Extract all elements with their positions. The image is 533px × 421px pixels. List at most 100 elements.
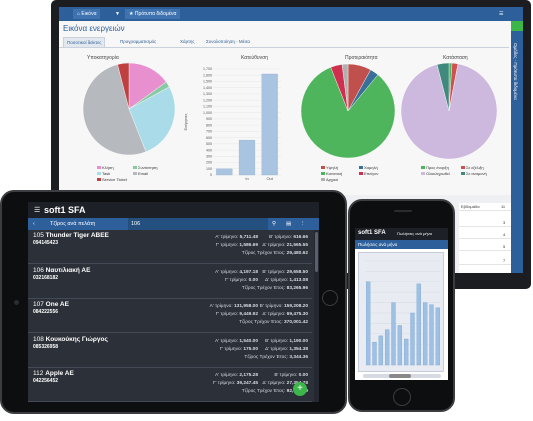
- legend-item[interactable]: Service Ticket: [97, 177, 127, 182]
- month-bar-4[interactable]: [391, 302, 396, 366]
- month-bar-6[interactable]: [404, 338, 409, 366]
- y-tick-label: 0: [210, 173, 212, 177]
- panel-title-direction: Κατεύθυνση: [241, 55, 268, 61]
- customer-name: Thunder Tiger ABEE: [45, 232, 109, 239]
- q3-value: 1,586.69: [239, 243, 258, 248]
- customer-phone: 094145423: [33, 240, 59, 246]
- scrollbar-thumb[interactable]: [315, 232, 318, 272]
- q1-field: Α' τρίμηνο: 1,540.00: [215, 338, 258, 344]
- legend-item[interactable]: Προς έναρξη: [421, 165, 449, 170]
- search-icon[interactable]: ⚲: [272, 221, 277, 227]
- status-pie-slice-3[interactable]: [436, 62, 450, 112]
- search-field[interactable]: 106: [128, 218, 268, 230]
- customer-phone: 042256452: [33, 378, 59, 384]
- add-button[interactable]: +: [293, 382, 307, 396]
- customer-code: 106: [33, 266, 44, 274]
- scrollbar-thumb[interactable]: [389, 374, 411, 378]
- q2-field: Β' τρίμηνο: 1,190.00: [265, 338, 308, 344]
- q3-field: Γ' τρίμηνο: 39,247.45: [212, 381, 258, 386]
- direction-bar-0[interactable]: [216, 168, 233, 176]
- q4-label: Δ' τρίμηνο: [265, 277, 287, 283]
- legend-item[interactable]: Χαμηλή: [359, 165, 378, 170]
- status-pie-slice-2[interactable]: [400, 63, 498, 160]
- legend-item[interactable]: Αρχικό: [321, 177, 338, 182]
- subcategory-pie-slice-2[interactable]: [128, 86, 176, 153]
- q4-label: Δ' τρίμηνο: [262, 243, 284, 248]
- customer-row[interactable]: 112 Apple AE 042256452 Α' τρίμηνο: 2,175.2…: [28, 368, 312, 402]
- customer-row[interactable]: 108 Κουκούκης Γιώργος 085326958 Α' τρίμηνο…: [28, 334, 312, 368]
- legend-item[interactable]: Σε εξέλιξη: [461, 165, 484, 170]
- month-bar-5[interactable]: [397, 325, 402, 366]
- tab-aggregation[interactable]: Συνολοποίηση - Μέσα: [206, 39, 250, 44]
- month-bar-3[interactable]: [385, 329, 390, 366]
- monthly-sales-chart: [365, 260, 441, 366]
- phone-screen: soft1 SFA Πωλήσεις ανά μήνα Πωλήσεις ανά…: [355, 228, 448, 380]
- dashboard-tab[interactable]: ★ Πρότυπα διδομένα: [125, 9, 181, 19]
- legend-item[interactable]: Email: [133, 171, 148, 176]
- legend-label: Email: [138, 171, 149, 176]
- legend-item[interactable]: Κλήση: [97, 165, 114, 170]
- legend-item[interactable]: Ολοκληρωθεί: [421, 171, 450, 176]
- subcategory-pie-slice-3[interactable]: [82, 64, 147, 156]
- year-total-label: Τζίρος Τρέχον Έτος: [241, 251, 284, 256]
- subcategory-pie-slice-4[interactable]: [117, 62, 130, 110]
- side-panel-toggle[interactable]: [511, 21, 523, 31]
- y-tick-label: 500: [206, 142, 212, 146]
- month-bar-1[interactable]: [372, 341, 377, 366]
- month-bar-11[interactable]: [435, 307, 440, 366]
- legend-item[interactable]: Συνάντηση: [133, 165, 157, 170]
- q3-value: 9,449.92: [239, 312, 258, 317]
- mini-table-cell: 4: [503, 232, 506, 237]
- back-icon[interactable]: ‹: [33, 221, 35, 227]
- q4-field: Δ' τρίμηνο: 69,475.30: [262, 312, 308, 317]
- list-scrollbar[interactable]: [314, 230, 319, 402]
- customer-row[interactable]: 106 Ναυτιλιακή ΑΕ 032168182 Α' τρίμηνο: 4,…: [28, 265, 312, 299]
- legend-item[interactable]: Υψηλή: [321, 165, 338, 170]
- month-bar-8[interactable]: [416, 283, 421, 366]
- q3-field: Γ' τρίμηνο: 0.00: [224, 277, 258, 283]
- legend-item[interactable]: Task: [97, 171, 110, 176]
- customer-row[interactable]: 105 Thunder Tiger ABEE 094145423 Α' τρίμην…: [28, 230, 312, 264]
- tab-kpi[interactable]: Ποσοτικοί δείκτες: [63, 37, 106, 47]
- filter-icon[interactable]: ▼: [115, 11, 120, 17]
- customer-code: 105: [33, 232, 44, 239]
- customer-title: 112 Apple AE: [33, 370, 74, 377]
- tab-planning[interactable]: Προγραμματισμός: [120, 39, 157, 44]
- tab-map[interactable]: Χάρτης: [180, 39, 195, 44]
- tablet-home-button[interactable]: [322, 290, 338, 306]
- month-bar-7[interactable]: [410, 312, 415, 366]
- legend-swatch: [97, 166, 101, 170]
- customer-row[interactable]: 107 One AE 084222556 Α' τρίμηνο: 131,958.0…: [28, 299, 312, 333]
- hamburger-icon[interactable]: ☰: [34, 207, 41, 214]
- month-bar-9[interactable]: [423, 302, 428, 366]
- legend-swatch: [321, 166, 325, 170]
- q1-label: Α' τρίμηνο: [215, 235, 237, 240]
- q1-label: Α' τρίμηνο: [215, 269, 237, 275]
- q2-field: Β' τρίμηνο: 29,658.50: [262, 269, 308, 275]
- direction-bar-1[interactable]: [238, 139, 256, 176]
- q4-field: Δ' τρίμηνο: 1,413.08: [265, 277, 308, 283]
- legend-item[interactable]: Κανονική: [321, 171, 342, 176]
- more-icon[interactable]: ⋮: [300, 221, 306, 227]
- priority-pie-slice-4[interactable]: [341, 63, 349, 112]
- chart-scrollbar[interactable]: [363, 374, 441, 378]
- month-bar-2[interactable]: [378, 335, 383, 366]
- menu-icon[interactable]: ☰: [499, 11, 504, 17]
- legend-priority: Υψηλή Χαμηλή Κανονική Επείγον Αρχικό: [321, 165, 411, 191]
- phone-nav-bar: Πωλήσεις ανά μήνα: [355, 240, 448, 249]
- legend-item[interactable]: Επείγον: [359, 171, 378, 176]
- legend-item[interactable]: Σε αναμονή: [461, 171, 487, 176]
- month-bar-10[interactable]: [429, 304, 434, 366]
- q1-label: Α' τρίμηνο: [215, 338, 237, 344]
- direction-bar-2[interactable]: [261, 73, 278, 176]
- q2-label: Β' τρίμηνο: [269, 235, 291, 240]
- mini-table-header-value: 11: [501, 204, 506, 209]
- right-side-panel[interactable]: Ομάδες - Πρότυπα διδομένα: [511, 21, 523, 273]
- y-tick-label: 1,400: [203, 86, 212, 90]
- home-tab[interactable]: ⌂ Εικόνα: [73, 9, 101, 19]
- priority-pie-slice-2[interactable]: [300, 67, 396, 159]
- phone-home-button[interactable]: [393, 388, 411, 406]
- print-icon[interactable]: ▤: [286, 221, 292, 227]
- month-bar-0[interactable]: [366, 281, 371, 366]
- customer-phone: 032168182: [33, 274, 59, 281]
